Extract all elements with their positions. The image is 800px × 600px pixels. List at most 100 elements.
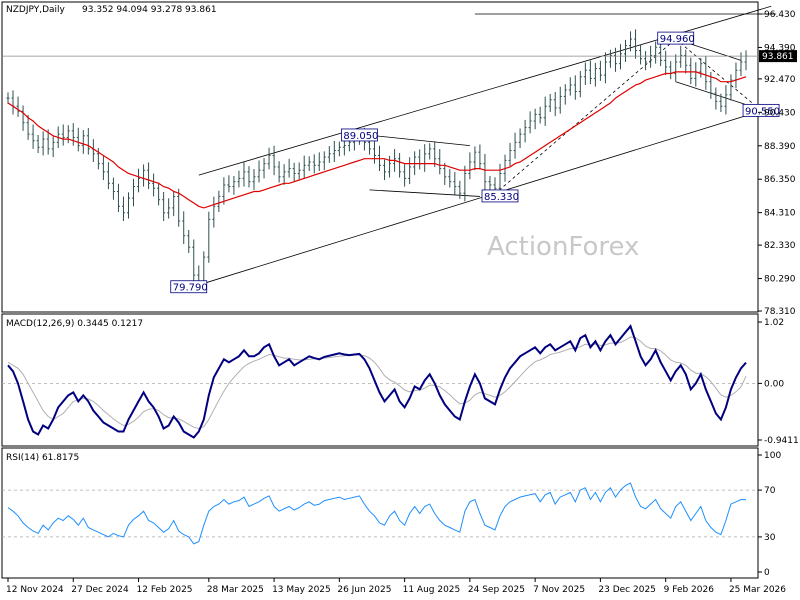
macd-y-tick-label: 1.02: [764, 318, 784, 328]
price-bar: [629, 31, 633, 52]
price-bar: [719, 93, 723, 113]
price-bar: [533, 108, 537, 130]
price-bar: [558, 86, 562, 114]
macd-y-tick-label: 0.00: [764, 379, 784, 389]
price-y-tick-label: 78.310: [764, 307, 796, 317]
price-bar: [101, 155, 105, 181]
price-y-tick-label: 92.470: [764, 75, 796, 85]
price-bar: [568, 77, 572, 96]
price-bar: [563, 84, 567, 105]
price-bars: [6, 29, 748, 290]
x-tick-label: 11 Aug 2025: [403, 585, 461, 595]
price-bar: [528, 111, 532, 134]
price-annotation: 85.330: [481, 189, 519, 203]
price-bar: [302, 155, 306, 179]
ohlc-readout: 93.352 94.094 93.278 93.861: [82, 5, 217, 15]
price-bar: [162, 192, 166, 222]
x-axis: 12 Nov 2024 27 Dec 2024 12 Feb 2025 28 Mar …: [6, 578, 786, 595]
price-bar: [182, 211, 186, 244]
x-tick-label: 25 Mar 2026: [729, 585, 786, 595]
price-bar: [488, 175, 492, 191]
price-bar: [634, 29, 638, 59]
macd-y-tick-label: -0.9411: [764, 436, 799, 446]
annotation-label: 90.550: [745, 106, 780, 117]
price-bar: [624, 39, 628, 63]
price-bar: [41, 131, 45, 156]
price-bar: [443, 162, 447, 185]
price-bar: [403, 164, 407, 187]
price-bar: [583, 62, 587, 85]
price-bar: [121, 196, 125, 222]
price-bar: [157, 182, 161, 206]
price-bar: [704, 55, 708, 90]
price-bar: [729, 74, 733, 101]
price-bar: [689, 57, 693, 85]
annotation-label: 89.050: [343, 131, 378, 142]
price-bar: [312, 154, 316, 174]
price-bar: [548, 93, 552, 113]
price-bar: [473, 146, 477, 171]
price-bar: [468, 152, 472, 180]
price-y-tick-label: 82.330: [764, 241, 796, 251]
price-bar: [86, 128, 90, 155]
price-bar: [217, 190, 221, 212]
price-bar: [307, 156, 311, 172]
rsi-y-tick-label: 70: [764, 486, 776, 496]
macd-panel: MACD(12,26,9) 0.3445 0.1217: [1, 313, 759, 447]
price-y-tick-label: 90.430: [764, 108, 796, 118]
price-bar: [448, 169, 452, 188]
price-bar: [714, 87, 718, 110]
price-bar: [277, 161, 281, 183]
price-bar: [332, 140, 336, 163]
x-tick-label: 23 Dec 2025: [598, 585, 656, 595]
rsi-panel-title: RSI(14) 61.8175: [6, 453, 79, 463]
wedge-lower-line: [675, 81, 752, 107]
price-bar: [523, 119, 527, 143]
price-bar: [116, 183, 120, 212]
x-tick-label: 7 Nov 2025: [533, 585, 585, 595]
x-tick-label: 9 Feb 2026: [664, 585, 715, 595]
price-bar: [593, 62, 597, 87]
price-bar: [126, 192, 130, 219]
price-bar: [132, 178, 136, 207]
price-bar: [538, 106, 542, 124]
price-bar: [282, 164, 286, 185]
rsi-line: [7, 482, 747, 545]
annotation-box: [657, 31, 695, 45]
price-bar: [252, 169, 256, 190]
price-bar: [51, 136, 55, 158]
price-y-tick-label: 96.430: [764, 10, 796, 20]
price-bar: [679, 45, 683, 68]
price-bar: [573, 75, 577, 100]
price-y-tick-label: 94.390: [764, 43, 796, 53]
macd-signal-line: [7, 336, 747, 430]
price-bar: [262, 157, 266, 179]
annotation-label: 94.960: [660, 34, 695, 45]
price-bar: [408, 157, 412, 185]
price-bar: [31, 124, 35, 149]
triangle-lower-line: [369, 189, 480, 197]
price-bar: [674, 54, 678, 82]
triangle-upper-line: [359, 133, 470, 147]
annotation-label: 79.790: [173, 283, 208, 294]
macd-line: [7, 324, 747, 439]
price-bar: [654, 41, 658, 64]
annotation-box: [341, 128, 378, 142]
watermark: ActionForex: [487, 232, 639, 262]
price-bar: [106, 162, 110, 190]
price-bar: [272, 145, 276, 176]
last-price-tag: [759, 50, 797, 63]
price-bar: [388, 155, 392, 178]
price-bar: [6, 92, 10, 104]
price-bar: [649, 45, 653, 68]
price-bar: [147, 162, 151, 190]
price-bar: [458, 180, 462, 199]
price-y-tick-label: 80.290: [764, 275, 796, 285]
price-annotation: 79.790: [170, 280, 208, 294]
price-bar: [608, 49, 612, 68]
price-bar: [76, 127, 80, 152]
price-bar: [207, 211, 211, 263]
price-bar: [598, 60, 602, 81]
price-annotation: 89.050: [341, 128, 378, 142]
price-bar: [483, 153, 487, 190]
